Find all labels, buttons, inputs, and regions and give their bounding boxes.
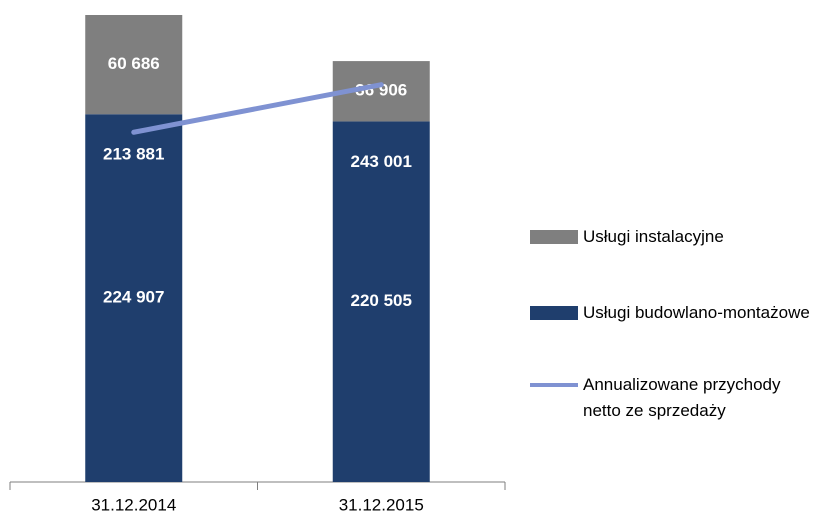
bar (85, 15, 183, 115)
legend-swatch-mark (530, 306, 578, 320)
legend-swatch-mark (530, 230, 578, 244)
line (131, 82, 384, 135)
x-tick-label: 31.12.2015 (339, 495, 424, 514)
legend-item: Annualizowane przychody netto ze sprzeda… (530, 372, 814, 424)
x-tick-label: 31.12.2014 (91, 495, 176, 514)
data-label: 220 505 (351, 291, 412, 310)
legend-swatch (530, 224, 578, 250)
data-label: 243 001 (351, 152, 412, 171)
legend-swatch (530, 372, 578, 398)
bar (332, 121, 430, 482)
legend-label: Usługi budowlano-montażowe (583, 303, 810, 322)
data-label: 213 881 (103, 145, 164, 164)
legend-label: Annualizowane przychody netto ze sprzeda… (583, 375, 781, 420)
legend-label: Usługi instalacyjne (583, 227, 724, 246)
legend-swatch-mark (530, 383, 578, 387)
legend-swatch (530, 300, 578, 326)
legend-item: Usługi budowlano-montażowe (530, 300, 814, 326)
data-label: 60 686 (108, 54, 160, 73)
data-label: 224 907 (103, 288, 164, 307)
legend-item: Usługi instalacyjne (530, 224, 814, 250)
bar (85, 114, 183, 482)
